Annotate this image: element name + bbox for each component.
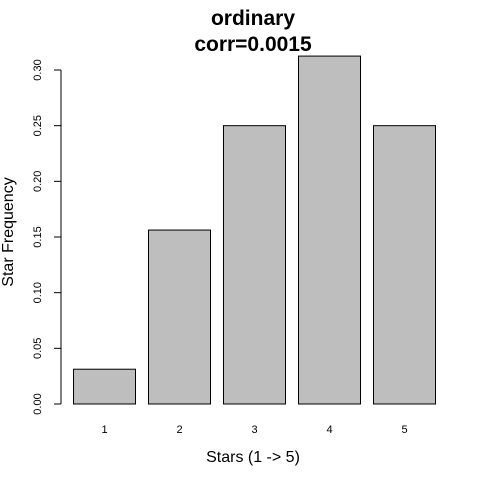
x-tick-label-5: 5 — [401, 424, 407, 436]
y-tick-label: 0.30 — [32, 59, 44, 80]
bar-3 — [224, 126, 286, 404]
y-tick-label: 0.00 — [32, 393, 44, 414]
y-axis: 0.00 0.05 0.10 0.15 0.20 0.25 0.30 — [32, 59, 61, 414]
chart-title-line1: ordinary — [211, 7, 295, 30]
bar-1 — [74, 369, 136, 404]
bar-2 — [149, 230, 211, 404]
y-tick-label: 0.25 — [32, 115, 44, 136]
y-tick-label: 0.10 — [32, 282, 44, 303]
x-tick-label-2: 2 — [176, 424, 182, 436]
x-axis-label: Stars (1 -> 5) — [206, 449, 300, 466]
bar-4 — [299, 56, 361, 404]
y-tick-label: 0.15 — [32, 226, 44, 247]
x-tick-label-1: 1 — [101, 424, 107, 436]
bar-5 — [374, 126, 436, 404]
chart-title-line2: corr=0.0015 — [194, 33, 312, 56]
x-tick-label-3: 3 — [251, 424, 257, 436]
bars-group — [74, 56, 436, 404]
y-tick-label: 0.05 — [32, 338, 44, 359]
x-tick-labels: 1 2 3 4 5 — [101, 424, 407, 436]
y-axis-label: Star Frequency — [0, 177, 17, 286]
x-tick-label-4: 4 — [326, 424, 332, 436]
y-tick-label: 0.20 — [32, 171, 44, 192]
